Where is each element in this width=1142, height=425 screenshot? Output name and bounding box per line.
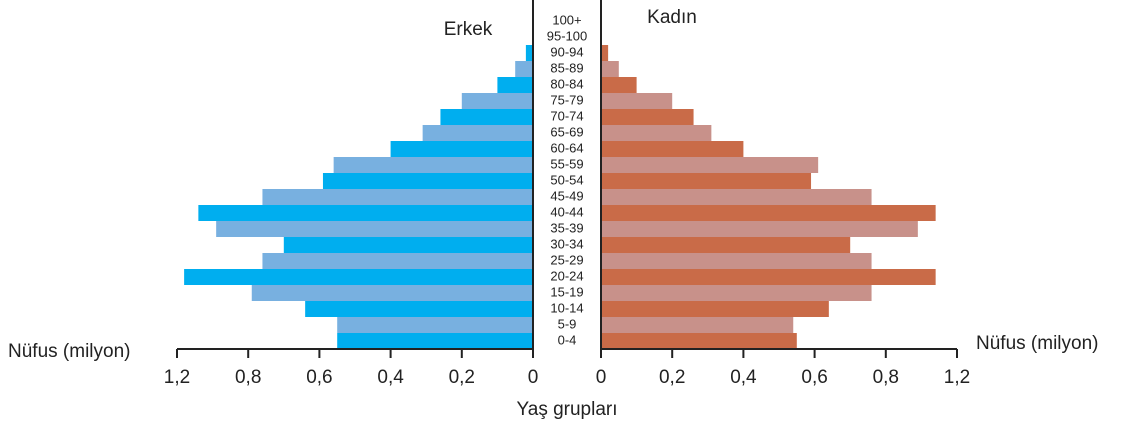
age-label: 65-69 [550,124,583,139]
bar [601,189,872,205]
bar [333,157,533,173]
bar [283,237,533,253]
age-label: 30-34 [550,236,583,251]
bar [601,45,609,61]
bar [198,205,534,221]
age-label: 55-59 [550,156,583,171]
x-tick-label: 1,2 [944,367,970,388]
age-label: 45-49 [550,188,583,203]
age-label: 95-100 [547,28,587,43]
bar [305,301,533,317]
bar [601,141,744,157]
left-header: Erkek [444,19,493,40]
bar [525,45,533,61]
bar [440,109,533,125]
age-label: 35-39 [550,220,583,235]
bar [601,237,851,253]
x-tick-label: 0,8 [235,367,261,388]
age-label: 90-94 [550,44,583,59]
x-tick-label: 0,6 [801,367,827,388]
bar [601,109,694,125]
bar [322,173,533,189]
age-label: 40-44 [550,204,583,219]
x-tick-label: 0 [596,367,607,388]
bar [601,253,872,269]
bar [601,93,673,109]
bar [390,141,533,157]
bar [601,285,872,301]
age-label: 70-74 [550,108,583,123]
x-tick-label: 1,2 [164,367,190,388]
bar [601,301,829,317]
x-axis-label-left: Nüfus (milyon) [8,341,130,362]
bar [251,285,533,301]
bar [601,61,619,77]
x-tick-label: 0,8 [873,367,899,388]
x-tick-label: 0,4 [730,367,757,388]
x-tick-label: 0,6 [306,367,332,388]
bar [184,269,533,285]
age-label: 20-24 [550,268,583,283]
x-tick-label: 0,2 [449,367,475,388]
age-label: 50-54 [550,172,583,187]
age-label: 25-29 [550,252,583,267]
bar [601,173,812,189]
bar [262,253,533,269]
bar [515,61,533,77]
age-label: 0-4 [558,332,577,347]
bar [601,221,918,237]
age-label: 100+ [552,12,581,27]
y-axis-label: Yaş grupları [516,399,617,420]
age-label: 85-89 [550,60,583,75]
bar [216,221,533,237]
bar [337,317,533,333]
bar [601,333,797,349]
bar [601,205,936,221]
x-tick-label: 0,4 [377,367,404,388]
bar [601,157,819,173]
right-header: Kadın [647,7,697,28]
bar [497,77,533,93]
bar [601,317,794,333]
bar [422,125,533,141]
bar [601,125,712,141]
age-label: 75-79 [550,92,583,107]
age-label: 15-19 [550,284,583,299]
age-label: 80-84 [550,76,583,91]
age-label: 60-64 [550,140,583,155]
age-label: 5-9 [558,316,577,331]
x-axis-label-right: Nüfus (milyon) [976,333,1098,354]
bar [337,333,533,349]
bar [461,93,533,109]
x-tick-label: 0 [528,367,539,388]
bar [601,77,637,93]
bar [601,269,936,285]
age-label: 10-14 [550,300,583,315]
bar [262,189,533,205]
x-tick-label: 0,2 [659,367,685,388]
